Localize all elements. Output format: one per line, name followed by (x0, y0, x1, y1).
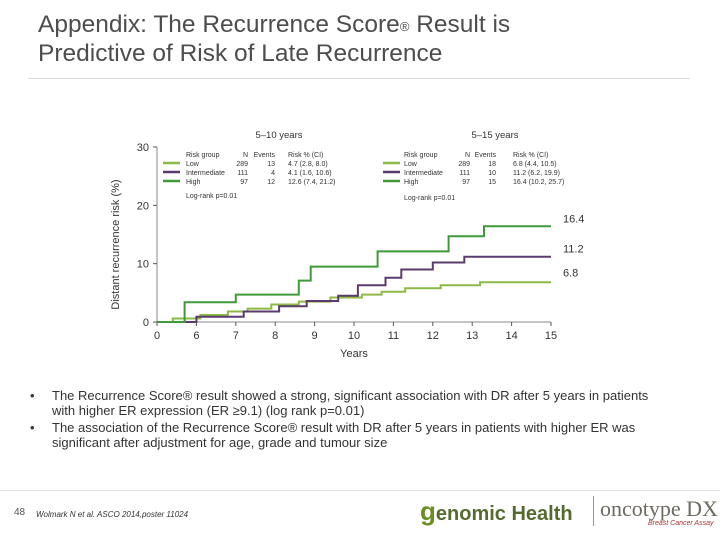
series-line-high (157, 225, 551, 323)
y-tick-label: 0 (143, 317, 149, 329)
title-part2: Result is (409, 11, 511, 38)
legend-row-n: 111 (459, 170, 470, 177)
bullet-text: The Recurrence Score® result showed a st… (52, 388, 649, 418)
legend-row-events: 12 (267, 179, 275, 186)
title-line2: Predictive of Risk of Late Recurrence (38, 40, 443, 67)
y-tick-label: 10 (137, 259, 149, 271)
legend-header-group: Risk group (186, 152, 220, 159)
y-tick-label: 20 (137, 200, 149, 212)
end-value-label: 6.8 (563, 267, 578, 279)
x-tick-label: 8 (272, 330, 278, 342)
legend-row-n: 289 (236, 161, 248, 168)
logo-genomic-text: enomic Health (435, 503, 573, 525)
legend-row-group: Intermediate (404, 170, 443, 177)
x-tick-label: 13 (466, 330, 478, 342)
legend-row-events: 13 (267, 161, 275, 168)
legend-row-events: 18 (488, 161, 496, 168)
slide-title: Appendix: The Recurrence Score® Result i… (38, 10, 698, 68)
bullet-dot: • (30, 420, 35, 435)
legend-logrank: Log-rank p=0.01 (404, 195, 455, 202)
legend-header-n: N (243, 152, 248, 159)
title-part1: Appendix: The Recurrence Score (38, 11, 400, 38)
series-line-intermediate (157, 255, 551, 323)
title-divider (28, 78, 690, 79)
oncotype-logo: oncotype DX (600, 496, 718, 521)
logo-separator (593, 496, 594, 526)
legend-row-group: Intermediate (186, 170, 225, 177)
y-axis-label: Distant recurrence risk (%) (110, 179, 122, 309)
y-tick-label: 30 (137, 142, 149, 154)
page-number: 48 (14, 507, 26, 518)
legend-row-group: High (186, 179, 201, 186)
legend-panel-title: 5–15 years (471, 130, 518, 141)
x-tick-label: 6 (193, 330, 199, 342)
recurrence-chart: 0 10 20 30 0 6 7 8 9 10 11 12 13 14 15 Years Distant rec… (110, 130, 584, 360)
legend-row-risk: 12.6 (7.4, 21.2) (288, 179, 335, 186)
citation: Wolmark N et al. ASCO 2014,poster 11024 (36, 510, 189, 519)
legend-header-risk: Risk % (CI) (513, 152, 548, 159)
x-tick-label: 15 (545, 330, 557, 342)
bullet-item: • The Recurrence Score® result showed a s… (30, 388, 670, 418)
x-tick-label: 10 (348, 330, 360, 342)
legend-row-group: High (404, 179, 419, 186)
bullet-text: The association of the Recurrence Score®… (52, 420, 636, 450)
legend-row-risk: 6.8 (4.4, 10.5) (513, 161, 557, 168)
end-value-label: 16.4 (563, 213, 584, 225)
legend-panel-title: 5–10 years (255, 130, 302, 141)
legend-header-group: Risk group (404, 152, 438, 159)
bullet-dot: • (30, 388, 35, 403)
legend-row-events: 10 (488, 170, 496, 177)
legend-row-risk: 11.2 (6.2, 19.9) (513, 170, 560, 177)
x-tick-label: 9 (312, 330, 318, 342)
legend-row-risk: 16.4 (10.2, 25.7) (513, 179, 564, 186)
legend-header-risk: Risk % (CI) (288, 152, 323, 159)
logo-g-mark: g (420, 496, 436, 526)
legend-header-events: Events (254, 152, 276, 159)
bullet-item: • The association of the Recurrence Score… (30, 420, 670, 450)
legend-row-risk: 4.1 (1.6, 10.6) (288, 170, 332, 177)
footer-divider (0, 490, 720, 491)
legend-row-events: 4 (271, 170, 275, 177)
x-tick-label: 12 (427, 330, 439, 342)
x-tick-label: 14 (505, 330, 517, 342)
bullet-list: • The Recurrence Score® result showed a s… (30, 388, 670, 452)
registered-mark: ® (399, 19, 410, 34)
legend-header-n: N (465, 152, 470, 159)
legend-logrank: Log-rank p=0.01 (186, 193, 237, 200)
x-tick-label: 11 (388, 330, 399, 342)
legend-row-n: 97 (240, 179, 248, 186)
legend-row-risk: 4.7 (2.8, 8.0) (288, 161, 328, 168)
x-tick-label: 0 (154, 330, 160, 342)
legend-header-events: Events (475, 152, 497, 159)
oncotype-tagline: Breast Cancer Assay (648, 520, 714, 527)
legend-row-events: 15 (488, 179, 496, 186)
x-axis-label: Years (340, 348, 368, 360)
legend-row-n: 111 (237, 170, 248, 177)
legend-row-group: Low (186, 161, 200, 168)
legend-row-n: 97 (462, 179, 470, 186)
end-value-label: 11.2 (563, 244, 584, 256)
x-tick-label: 7 (233, 330, 239, 342)
genomic-health-logo: genomic Health (420, 496, 573, 527)
legend-row-group: Low (404, 161, 418, 168)
legend-row-n: 289 (458, 161, 470, 168)
